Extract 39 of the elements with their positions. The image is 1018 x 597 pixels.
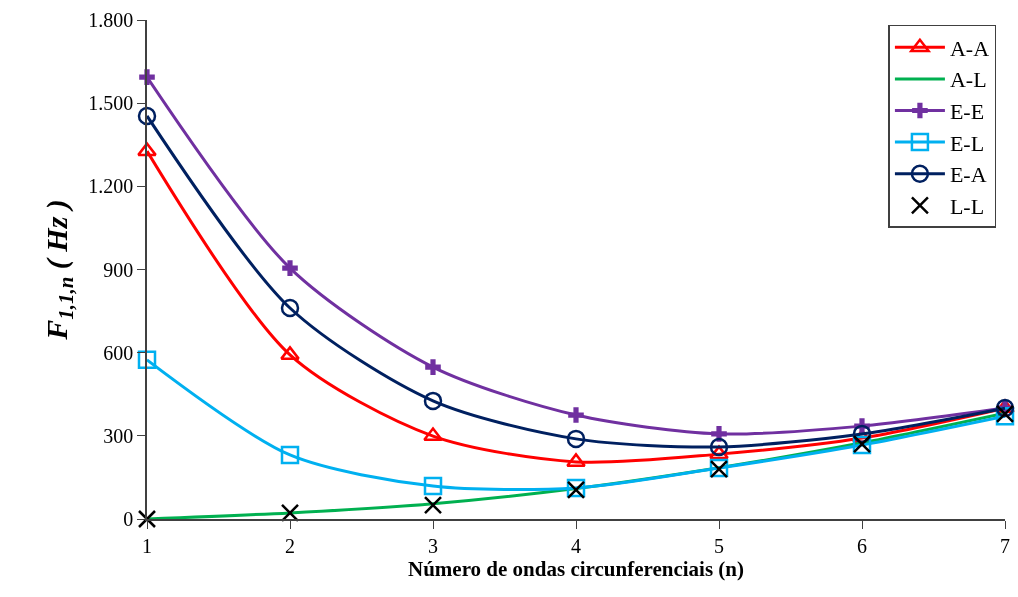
y-tick-label: 0 bbox=[123, 508, 134, 530]
point bbox=[566, 429, 586, 449]
point bbox=[711, 426, 727, 442]
legend-label: A-A bbox=[949, 35, 990, 61]
x-tick-label: 1 bbox=[142, 534, 152, 557]
legend-label: E-E bbox=[949, 99, 985, 125]
x-tick-label: 3 bbox=[428, 534, 438, 557]
point bbox=[280, 346, 300, 360]
legend-label: E-L bbox=[949, 130, 985, 156]
point bbox=[568, 407, 584, 423]
point bbox=[423, 476, 443, 496]
y-tick-label: 300 bbox=[103, 424, 134, 447]
point bbox=[280, 445, 300, 465]
point bbox=[282, 260, 298, 276]
point bbox=[137, 106, 157, 126]
point bbox=[566, 453, 586, 467]
point bbox=[423, 391, 443, 411]
x-tick-label: 6 bbox=[857, 534, 867, 557]
point bbox=[280, 298, 300, 318]
x-tick-label: 7 bbox=[1000, 534, 1010, 557]
x-tick-label: 4 bbox=[571, 534, 581, 557]
legend-label: L-L bbox=[949, 193, 985, 219]
x-tick-label: 2 bbox=[285, 534, 295, 557]
y-tick-label: 900 bbox=[103, 258, 134, 281]
y-tick-label: 1.500 bbox=[88, 92, 134, 115]
legend-label: A-L bbox=[949, 67, 987, 93]
x-tick-label: 5 bbox=[714, 534, 724, 557]
y-tick-label: 1.800 bbox=[88, 9, 134, 31]
y-tick-label: 600 bbox=[103, 341, 134, 364]
point bbox=[709, 437, 729, 457]
x-axis-title: Número de ondas circunferenciais (n) bbox=[408, 556, 744, 581]
point bbox=[137, 509, 157, 529]
legend-label: E-A bbox=[949, 162, 987, 188]
point bbox=[423, 495, 443, 515]
point bbox=[137, 350, 157, 370]
point bbox=[137, 142, 157, 157]
y-tick-label: 1.200 bbox=[88, 175, 134, 198]
point bbox=[425, 359, 441, 375]
point bbox=[423, 427, 443, 442]
